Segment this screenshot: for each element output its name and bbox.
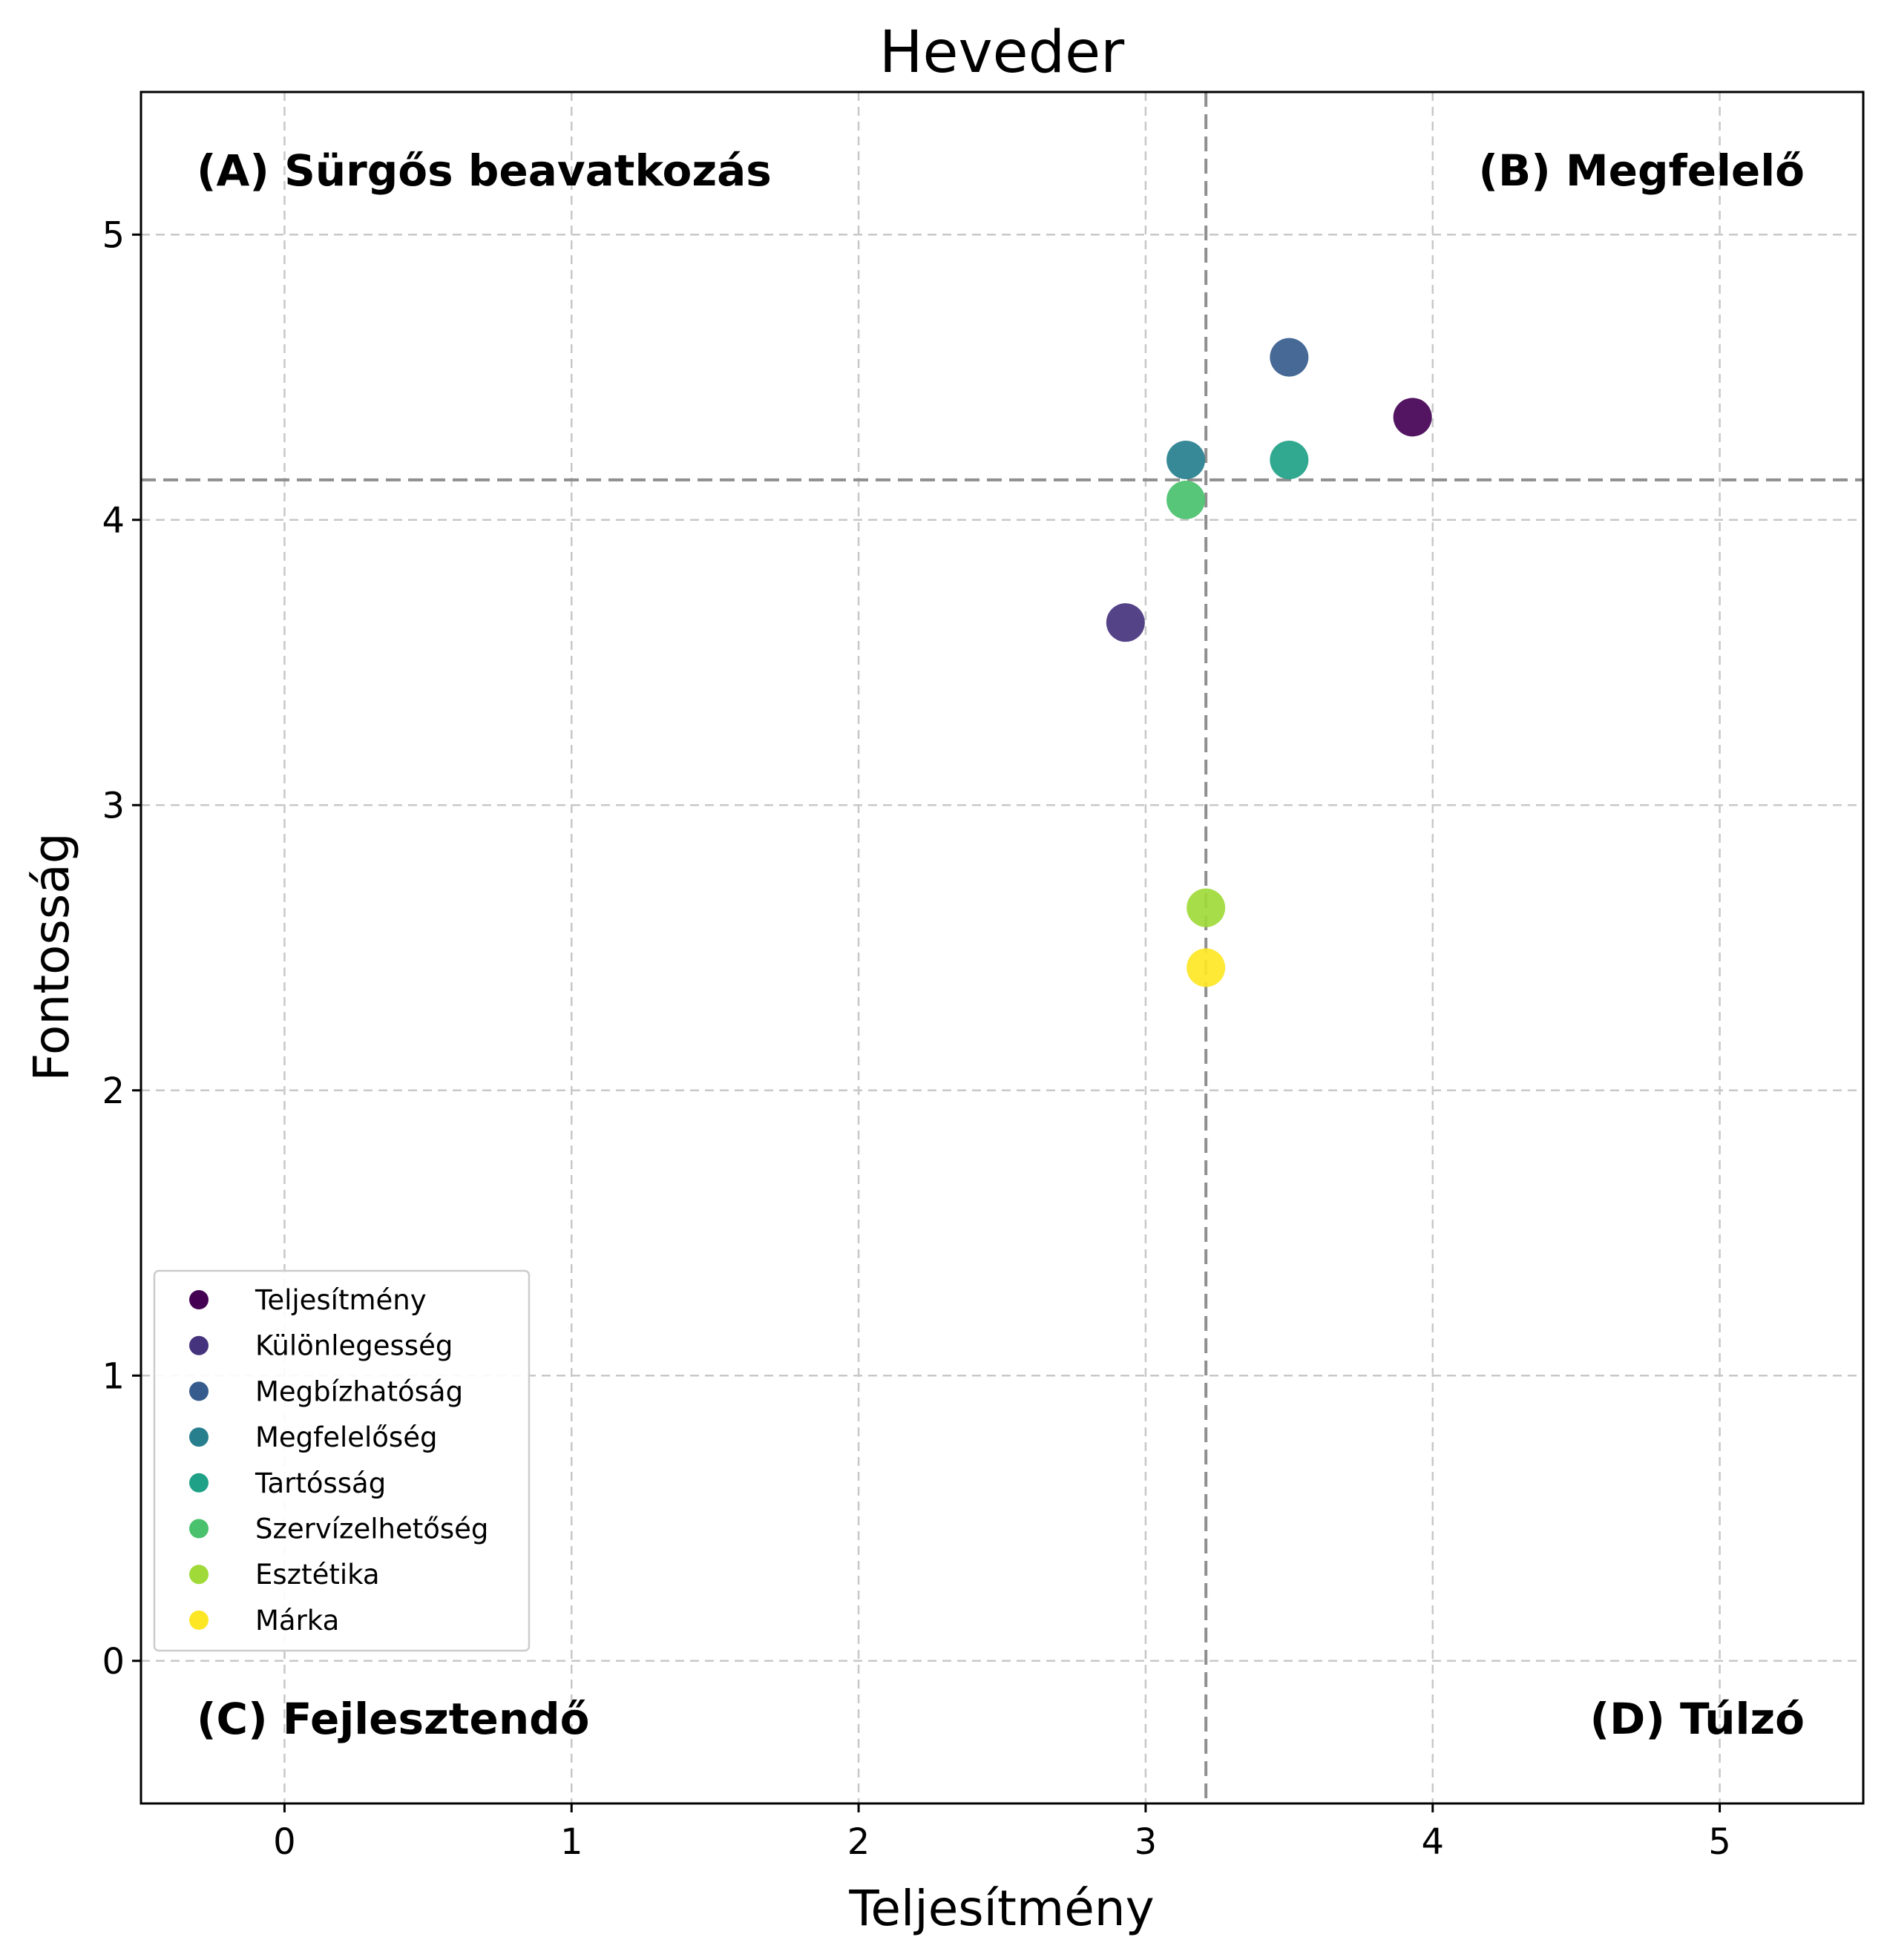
data-point [1187,948,1226,987]
legend-label: Megbízhatóság [255,1375,463,1407]
y-tick-label: 5 [102,214,125,256]
chart-title: Heveder [879,19,1125,86]
legend-marker [189,1565,209,1585]
data-point [1270,441,1309,480]
legend-marker [189,1519,209,1539]
y-tick-label: 0 [102,1641,125,1683]
data-points [1106,338,1432,987]
data-point [1187,888,1226,927]
legend-items: Teljesítmény Különlegesség Megbízhatóság Me… [189,1284,488,1637]
x-tick-label: 2 [847,1821,870,1863]
legend-marker [189,1473,209,1493]
legend-label: Teljesítmény [255,1284,427,1316]
plot-frame [140,91,1865,1805]
quadrant-label-a: (A) Sürgős beavatkozás [197,145,772,196]
data-point [1270,338,1309,377]
data-point [1166,441,1206,480]
data-point [1393,398,1432,437]
legend-marker [189,1381,209,1401]
legend-label: Esztétika [255,1559,380,1591]
grid-lines [141,92,1863,1803]
x-axis-label: Teljesítmény [848,1880,1154,1937]
x-tick-label: 3 [1135,1821,1158,1863]
legend-label: Márka [255,1605,339,1637]
legend-marker [189,1427,209,1447]
axis-ticks: 0 1 2 3 4 5 0 1 2 3 4 5 [102,214,1730,1863]
legend-label: Különlegesség [255,1330,453,1362]
y-tick-label: 2 [102,1071,125,1112]
x-tick-label: 1 [560,1821,583,1863]
legend-label: Tartósság [255,1467,386,1499]
quadrant-label-b: (B) Megfelelő [1478,145,1805,196]
x-tick-label: 0 [273,1821,296,1863]
y-tick-label: 1 [102,1355,125,1397]
legend-label: Szervízelhetőség [255,1513,488,1545]
x-tick-label: 4 [1421,1821,1444,1863]
y-axis-label: Fontosság [23,832,80,1081]
data-point [1166,480,1206,519]
reference-lines [141,92,1863,1803]
legend-marker [189,1290,209,1309]
quadrant-label-c: (C) Fejlesztendő [197,1694,589,1744]
y-tick-label: 3 [102,785,125,826]
x-tick-label: 5 [1708,1821,1731,1863]
legend-label: Megfelelőség [255,1421,437,1453]
y-tick-label: 4 [102,500,125,542]
data-point [1106,603,1145,642]
legend-marker [189,1335,209,1355]
quadrant-label-d: (D) Túlzó [1590,1694,1805,1744]
legend-marker [189,1610,209,1630]
legend: Teljesítmény Különlegesség Megbízhatóság Me… [153,1269,531,1652]
legend-box [153,1269,531,1652]
